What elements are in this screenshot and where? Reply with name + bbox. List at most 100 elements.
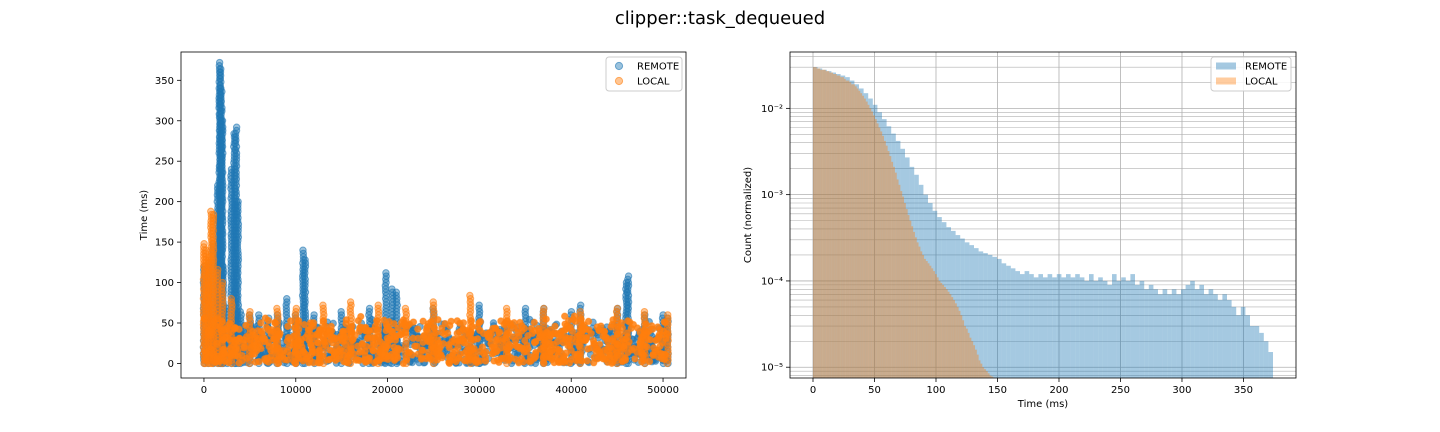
histogram-bar: [936, 277, 939, 378]
histogram-bar: [958, 310, 961, 378]
histogram-bar: [980, 363, 983, 378]
histogram-bar: [1250, 326, 1255, 378]
scatter-point: [444, 329, 452, 337]
scatter-point: [540, 304, 548, 313]
scatter-point: [310, 311, 318, 319]
scatter-point: [496, 328, 504, 336]
scatter-point: [258, 334, 267, 343]
histogram-bar: [1181, 289, 1186, 378]
scatter-marks: [199, 58, 672, 368]
histogram-bar: [920, 251, 923, 378]
histogram-bar: [887, 151, 890, 378]
scatter-point: [391, 347, 400, 355]
histogram-bar: [836, 75, 839, 378]
histogram-bar: [1112, 274, 1117, 378]
scatter-point: [307, 341, 315, 349]
histogram-bar: [1024, 271, 1030, 378]
scatter-point: [559, 354, 568, 362]
histogram-bar: [845, 80, 848, 379]
histogram-bar: [1213, 294, 1218, 378]
scatter-point: [409, 318, 418, 326]
scatter-point: [392, 288, 400, 296]
scatter-point: [656, 342, 664, 350]
scatter-y-label: Time (ms): [139, 190, 150, 242]
histogram-bar: [976, 354, 979, 378]
scatter-point: [219, 262, 227, 271]
histogram-bar: [956, 306, 959, 378]
histogram-bar: [907, 215, 910, 378]
scatter-legend-marker: [614, 76, 624, 86]
scatter-point: [554, 346, 563, 354]
scatter-point: [365, 327, 374, 335]
histogram-bar: [953, 300, 955, 378]
histogram-bar: [982, 367, 985, 378]
histogram-bar: [1245, 315, 1250, 378]
scatter-point: [411, 342, 419, 350]
scatter-point: [565, 359, 574, 367]
scatter-point: [527, 357, 535, 365]
scatter-point: [664, 311, 672, 319]
scatter-point: [513, 324, 522, 332]
histogram-bar: [1194, 289, 1200, 378]
histogram-bar: [987, 254, 993, 378]
histogram-bar: [883, 140, 886, 378]
histogram-bar: [905, 209, 908, 378]
scatter-point: [491, 348, 500, 356]
scatter-point: [382, 269, 390, 277]
scatter-point: [490, 357, 498, 365]
scatter-point: [386, 332, 395, 340]
histogram-bar: [1047, 274, 1053, 378]
histogram-bar: [869, 108, 872, 378]
histogram-bar: [1098, 277, 1103, 378]
histogram-bar: [978, 251, 984, 378]
histogram-bar: [983, 253, 988, 378]
scatter-legend-marker: [614, 61, 624, 71]
scatter-point: [532, 348, 540, 356]
histogram-bar: [867, 104, 870, 379]
histogram-bar: [825, 71, 828, 379]
scatter-point: [445, 358, 453, 366]
histogram-bar: [940, 282, 943, 378]
histogram-bar: [904, 203, 906, 378]
histogram-bar: [873, 115, 875, 379]
scatter-point: [337, 307, 345, 316]
scatter-point: [429, 298, 437, 306]
histogram-bar: [1263, 341, 1269, 378]
histogram-bar: [1015, 271, 1020, 378]
histogram-bar: [853, 84, 855, 378]
scatter-point: [475, 319, 483, 327]
scatter-point: [357, 347, 366, 355]
scatter-y-tick-label: 350: [155, 76, 174, 87]
scatter-x-tick-label: 0: [201, 385, 207, 396]
histogram-bar: [985, 371, 988, 378]
scatter-y-tick-label: 200: [155, 197, 174, 208]
scatter-point: [629, 320, 638, 329]
scatter-point: [319, 301, 327, 309]
histogram-bar: [1121, 277, 1126, 378]
histogram-bar: [1158, 294, 1163, 378]
histogram-bar: [898, 184, 901, 378]
scatter-point: [339, 327, 347, 335]
histogram-bar: [1010, 268, 1016, 378]
histogram-bar: [964, 326, 966, 378]
histogram-bar: [1254, 326, 1260, 378]
histogram-bar: [954, 303, 957, 378]
histogram-bar: [865, 101, 868, 378]
histogram-bar: [929, 265, 932, 378]
histogram-bar: [933, 271, 935, 378]
histogram-bar: [1020, 274, 1025, 378]
histogram-bar: [922, 254, 925, 378]
scatter-point: [613, 304, 622, 313]
scatter-point: [566, 341, 574, 349]
histogram-y-tick-label: 10⁻³: [761, 190, 783, 201]
scatter-point: [215, 58, 224, 67]
histogram-bar: [882, 135, 884, 378]
scatter-point: [301, 333, 310, 342]
scatter-point: [301, 256, 309, 264]
histogram-bar: [829, 72, 832, 378]
histogram-bar: [1079, 277, 1085, 378]
histogram-bar: [1006, 265, 1011, 378]
histogram-x-tick-label: 200: [1049, 385, 1068, 396]
scatter-point: [217, 84, 225, 93]
